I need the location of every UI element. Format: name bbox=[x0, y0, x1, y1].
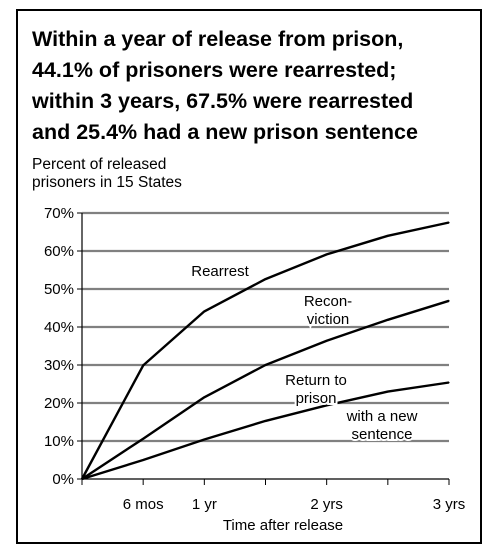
y-tick-label-30: 30% bbox=[44, 357, 74, 374]
y-tick-label-20: 20% bbox=[44, 395, 74, 412]
series-1-point-1 bbox=[142, 438, 144, 440]
series-0-point-2 bbox=[203, 310, 205, 313]
series-0-point-6 bbox=[448, 221, 450, 224]
x-tick-label-1: 1 yr bbox=[192, 496, 217, 513]
y-tick-label-10: 10% bbox=[44, 433, 74, 450]
annotation-0: Rearrest bbox=[189, 261, 251, 282]
series-lines bbox=[80, 221, 450, 481]
y-axis-label: Percent of released prisoners in 15 Stat… bbox=[32, 156, 182, 192]
annotation-2-line-1: prison bbox=[296, 390, 337, 407]
y-tick-label-0: 0% bbox=[52, 471, 74, 488]
series-0-point-1 bbox=[142, 364, 144, 366]
series-2-point-0 bbox=[81, 478, 83, 480]
y-axis-label-line-1: Percent of released bbox=[32, 156, 167, 173]
y-tick-label-60: 60% bbox=[44, 243, 74, 260]
chart-title: Within a year of release from prison, 44… bbox=[32, 24, 482, 148]
series-1-point-2 bbox=[203, 396, 205, 398]
gridlines bbox=[82, 211, 449, 443]
x-tick-label-2: 2 yrs bbox=[310, 496, 343, 513]
series-2-point-3 bbox=[264, 420, 267, 422]
annotation-3-line-1: sentence bbox=[352, 426, 413, 443]
series-0-point-5 bbox=[387, 235, 389, 237]
annotation-2-line-0: Return to bbox=[285, 372, 347, 389]
y-tick-labels: 0% 10% 20% 30% 40% 50% 60% 70% bbox=[44, 205, 74, 488]
series-2-point-6 bbox=[448, 381, 450, 384]
title-line-3: within 3 years, 67.5% were rearrested bbox=[32, 89, 414, 113]
x-axis-label: Time after release bbox=[223, 517, 343, 534]
annotation-1-line-1: viction bbox=[307, 311, 350, 328]
series-0-point-3 bbox=[264, 278, 267, 280]
series-1-point-3 bbox=[264, 364, 267, 366]
series-2-point-4 bbox=[326, 404, 328, 406]
series-1-point-5 bbox=[387, 319, 389, 321]
series-1-point-6 bbox=[448, 300, 450, 302]
series-0-point-4 bbox=[326, 253, 328, 256]
annotation-1-line-0: Recon- bbox=[304, 293, 352, 310]
y-axis-label-line-2: prisoners in 15 States bbox=[32, 174, 182, 191]
y-tick-label-40: 40% bbox=[44, 319, 74, 336]
series-2-point-5 bbox=[387, 391, 389, 393]
axes bbox=[77, 212, 450, 485]
series-2-point-2 bbox=[203, 438, 205, 441]
x-tick-labels: 6 mos 1 yr 2 yrs 3 yrs bbox=[123, 496, 466, 513]
x-tick-label-3: 3 yrs bbox=[433, 496, 466, 513]
annotation-0-line-0: Rearrest bbox=[191, 263, 249, 280]
x-tick-label-0.5: 6 mos bbox=[123, 496, 164, 513]
y-tick-label-50: 50% bbox=[44, 281, 74, 298]
y-tick-label-70: 70% bbox=[44, 205, 74, 222]
title-line-1: Within a year of release from prison, bbox=[32, 27, 404, 51]
title-line-2: 44.1% of prisoners were rearrested; bbox=[32, 58, 397, 82]
title-line-4: and 25.4% had a new prison sentence bbox=[32, 120, 418, 144]
series-2-point-1 bbox=[142, 459, 144, 461]
annotation-3-line-0: with a new bbox=[346, 408, 418, 425]
annotation-1: Recon-viction bbox=[302, 291, 354, 330]
series-1-point-4 bbox=[326, 340, 328, 342]
